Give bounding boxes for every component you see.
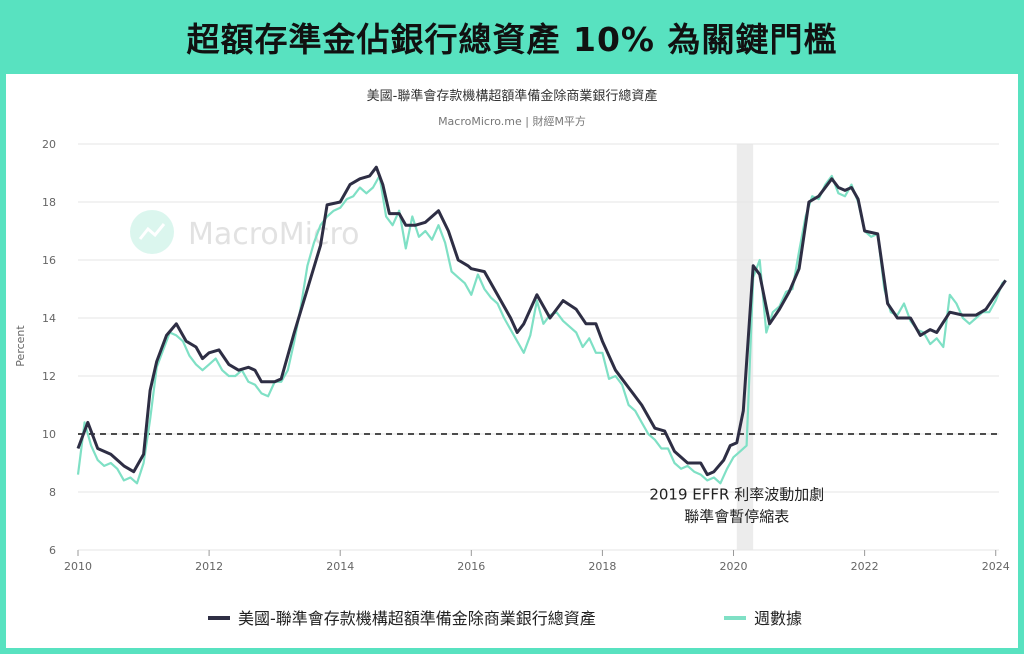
x-tick-label: 2010 (64, 560, 92, 573)
y-axis-label: Percent (14, 325, 27, 367)
x-tick-label: 2024 (982, 560, 1010, 573)
y-tick-label: 20 (42, 138, 56, 151)
watermark-logo-icon (130, 210, 174, 254)
watermark-arrow-icon (138, 223, 166, 240)
y-tick-label: 10 (42, 428, 56, 441)
x-tick-label: 2022 (851, 560, 879, 573)
annotation-line-2: 聯準會暫停縮表 (684, 507, 789, 525)
banner: 超額存準金佔銀行總資產 10% 為關鍵門檻 (0, 0, 1024, 74)
x-axis: 2010 2012 2014 2016 2018 2020 2022 2024 (64, 550, 1010, 573)
line-chart: 美國-聯準會存款機構超額準備金除商業銀行總資產 MacroMicro.me | … (14, 88, 1010, 628)
legend-label-main[interactable]: 美國-聯準會存款機構超額準備金除商業銀行總資產 (238, 609, 596, 628)
x-tick-label: 2018 (588, 560, 616, 573)
watermark-text: MacroMicro (188, 217, 360, 252)
page-title: 超額存準金佔銀行總資產 10% 為關鍵門檻 (186, 20, 838, 59)
x-tick-label: 2012 (195, 560, 223, 573)
chart-subtitle: MacroMicro.me | 財經M平方 (438, 114, 586, 128)
watermark: MacroMicro (130, 210, 360, 254)
legend: 美國-聯準會存款機構超額準備金除商業銀行總資產 週數據 (208, 609, 802, 628)
y-tick-label: 8 (49, 486, 56, 499)
shaded-region (736, 144, 754, 550)
x-tick-label: 2014 (326, 560, 354, 573)
series-line-main (76, 165, 1007, 477)
gridlines (78, 143, 999, 551)
y-tick-label: 14 (42, 312, 56, 325)
x-tick-label: 2016 (457, 560, 485, 573)
y-tick-label: 6 (49, 544, 56, 557)
y-axis: 6 8 10 12 14 16 18 20 (42, 138, 56, 557)
chart-panel: 美國-聯準會存款機構超額準備金除商業銀行總資產 MacroMicro.me | … (6, 74, 1018, 648)
x-tick-label: 2020 (720, 560, 748, 573)
y-tick-label: 12 (42, 370, 56, 383)
annotation-line-1: 2019 EFFR 利率波動加劇 (649, 485, 824, 503)
y-tick-label: 18 (42, 196, 56, 209)
y-tick-label: 16 (42, 254, 56, 267)
chart-title: 美國-聯準會存款機構超額準備金除商業銀行總資產 (367, 88, 658, 104)
legend-label-weekly[interactable]: 週數據 (754, 609, 802, 628)
